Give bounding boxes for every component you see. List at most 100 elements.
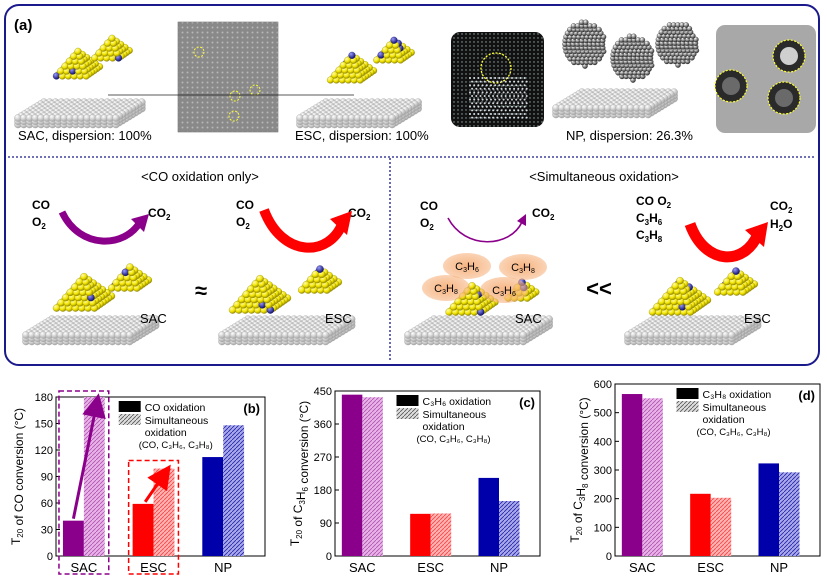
bar-sac-series-2 — [362, 397, 383, 556]
bubble-c3h6-a: C3H6 — [443, 253, 491, 279]
bar-sac-series-2 — [642, 398, 663, 556]
big-red-arrow — [684, 221, 764, 263]
tem-image-np — [714, 25, 816, 133]
support-slab-sim-sac — [404, 315, 553, 346]
pyramid-sim-esc-2 — [713, 267, 759, 296]
hydrocarbon-bubbles: C3H6 C3H8 C3H8 C3H6 — [422, 253, 547, 303]
legend-label: (CO, C₃H₆, C₃H₈) — [417, 434, 491, 445]
legend-label: oxidation — [145, 427, 187, 439]
pyramid-sac-2 — [91, 34, 133, 62]
bar-charts: 0 30 60 90 120 150 180 SAC ESC NP T20 of CO conver… — [9, 379, 821, 575]
chart-c: 0 90 180 270 360 450 SAC ESC NP T20 of C3H6 conve… — [288, 386, 541, 575]
bar-esc-series-2 — [153, 468, 175, 556]
legend-label: Simultaneous — [145, 415, 209, 427]
y-tick-label: 200 — [594, 494, 612, 506]
x-tick-label: SAC — [349, 560, 376, 575]
y-tick-label: 180 — [314, 485, 332, 497]
esc-increase-arrow — [143, 464, 171, 503]
x-tick-label: SAC — [629, 560, 656, 575]
sac-highlight-box — [58, 390, 110, 575]
bar-esc-series-1 — [690, 493, 711, 556]
y-tick-label: 0 — [606, 551, 612, 563]
pyramid-co-esc-2 — [297, 265, 343, 294]
pyramid-co-esc-1 — [228, 274, 292, 314]
y-tick-label: 150 — [35, 419, 53, 431]
co-only-sac-label: SAC — [140, 311, 167, 326]
simultaneous-sac-reaction: CO O2 CO2 — [420, 199, 555, 232]
simultaneous-sac-label: SAC — [515, 311, 542, 326]
y-tick-label: 30 — [41, 525, 53, 537]
support-slabs — [14, 88, 762, 346]
legend-swatch-solid — [676, 388, 699, 399]
np-particle-2 — [610, 33, 655, 83]
bubble-c3h8-a: C3H8 — [499, 254, 547, 280]
support-slab-co-sac — [22, 315, 160, 346]
y-tick-label: 600 — [594, 379, 612, 391]
co-only-left-reaction: CO O2 CO2 — [32, 198, 171, 231]
x-tick-label: ESC — [697, 560, 724, 575]
bar-esc-series-2 — [710, 497, 732, 556]
y-tick-label: 500 — [594, 408, 612, 420]
pyramid-co-sac-1 — [52, 272, 116, 312]
x-tick-label: NP — [770, 560, 788, 575]
y-tick-label: 60 — [41, 498, 53, 510]
pyramid-co-sac-2 — [107, 263, 153, 292]
approx-symbol: ≈ — [195, 278, 207, 303]
x-tick-label: NP — [214, 560, 232, 575]
red-reaction-arrow — [259, 208, 348, 253]
bar-sac-series-1 — [341, 394, 363, 556]
thin-purple-arrow — [447, 217, 523, 243]
legend-swatch-hatched — [396, 408, 419, 419]
x-tick-label: ESC — [417, 560, 444, 575]
y-axis-label: T20 of CO conversion (°C) — [9, 408, 26, 545]
pyramid-sim-esc-1 — [648, 276, 712, 316]
y-tick-label: 0 — [326, 551, 332, 563]
sac-increase-arrow — [71, 393, 106, 519]
np-particle-1 — [562, 19, 607, 69]
x-tick-label: ESC — [140, 560, 167, 575]
legend-swatch-hatched — [676, 401, 699, 412]
pyramid-esc-2 — [373, 36, 415, 64]
esc-highlight-box — [127, 459, 180, 575]
bar-esc-series-1 — [132, 503, 154, 556]
bubble-c3h8-b: C3H8 — [422, 275, 470, 301]
legend-label: C₃H₈ oxidation — [703, 389, 772, 401]
red-arrow-head — [330, 211, 352, 235]
y-tick-label: 400 — [594, 436, 612, 448]
panel-label: (b) — [243, 401, 260, 416]
y-tick-label: 270 — [314, 452, 332, 464]
y-tick-label: 100 — [594, 522, 612, 534]
y-tick-label: 180 — [35, 392, 53, 404]
legend-swatch-solid — [118, 401, 141, 412]
co-only-title: <CO oxidation only> — [141, 169, 259, 184]
chart-d: 0 100 200 300 400 500 600 SAC ESC NP T20 of C3H8 c… — [568, 379, 821, 575]
bar-esc-series-2 — [430, 513, 452, 556]
y-tick-label: 300 — [594, 465, 612, 477]
catalyst-particles — [52, 19, 759, 316]
panel-label: (c) — [519, 395, 535, 410]
pyramid-esc-1 — [326, 51, 378, 84]
simultaneous-title: <Simultaneous oxidation> — [529, 169, 679, 184]
much-less-symbol: << — [586, 276, 612, 301]
bar-np-series-2 — [779, 472, 800, 556]
legend-label: Simultaneous — [423, 409, 487, 421]
legend-label: Simultaneous — [703, 402, 767, 414]
simultaneous-esc-label: ESC — [744, 311, 771, 326]
co-only-esc-label: ESC — [325, 311, 352, 326]
np-dispersion-label: NP, dispersion: 26.3% — [566, 128, 693, 143]
co-only-right-reaction: CO O2 CO2 — [236, 198, 371, 231]
bar-np-series-1 — [202, 457, 224, 556]
support-slab-esc — [296, 98, 422, 129]
y-tick-label: 120 — [35, 445, 53, 457]
thin-purple-arrow-head — [517, 214, 526, 226]
support-slab-sim-esc — [624, 315, 762, 346]
bar-esc-series-1 — [410, 513, 431, 556]
legend-label: (CO, C₃H₆, C₃H₈) — [697, 427, 771, 438]
support-slab-co-esc — [218, 315, 356, 346]
y-tick-label: 90 — [320, 518, 332, 530]
bar-np-series-1 — [478, 477, 499, 556]
chart-b: 0 30 60 90 120 150 180 SAC ESC NP T20 of CO conver… — [9, 390, 266, 575]
bubble-c3h6-b: C3H6 — [480, 277, 528, 303]
legend-label: CO oxidation — [145, 402, 206, 414]
